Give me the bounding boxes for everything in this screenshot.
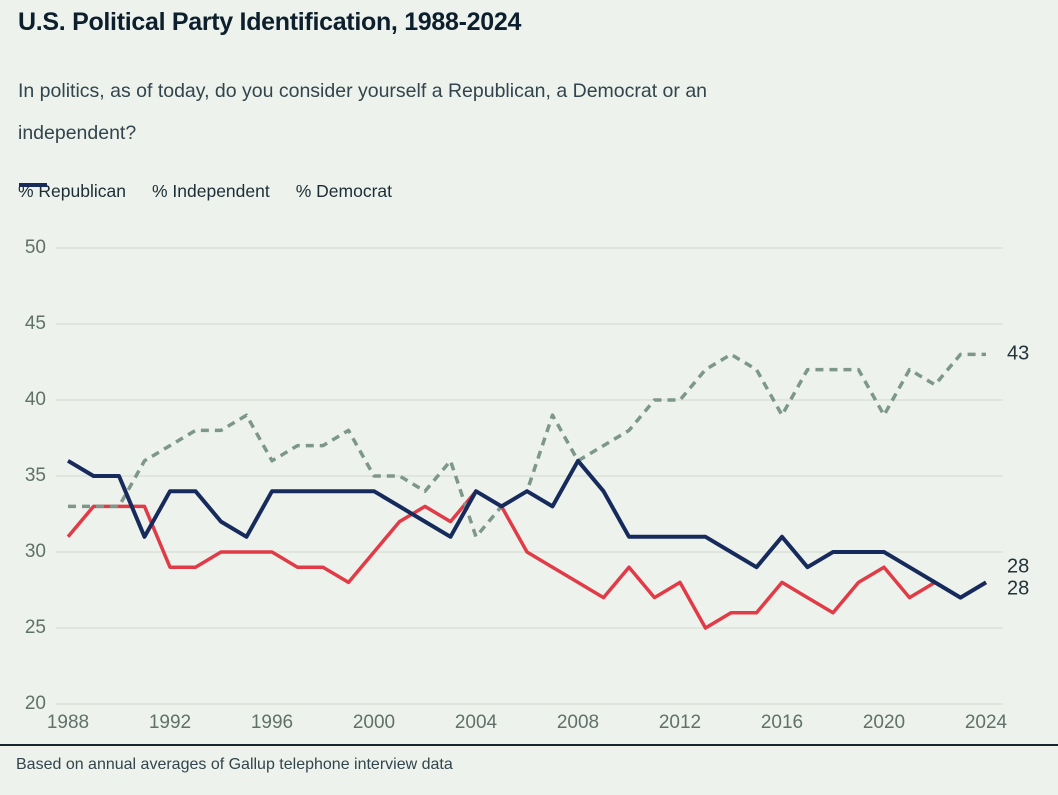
subtitle-line-2: independent? xyxy=(18,122,137,144)
democrat-line-swatch-icon xyxy=(19,183,47,187)
y-axis-tick-40: 40 xyxy=(24,389,46,410)
y-axis-tick-35: 35 xyxy=(24,465,46,486)
y-axis-tick-25: 25 xyxy=(24,617,46,638)
legend: % Republican % Independent % Democrat xyxy=(18,181,392,202)
x-axis-tick-1996: 1996 xyxy=(250,712,294,733)
independent-end-value-label: 43 xyxy=(1007,342,1030,365)
x-axis-tick-2024: 2024 xyxy=(964,712,1008,733)
x-axis-tick-2008: 2008 xyxy=(556,712,600,733)
independent-line xyxy=(68,352,986,539)
x-axis-tick-2020: 2020 xyxy=(862,712,906,733)
republican-line xyxy=(66,489,987,630)
x-axis-tick-1988: 1988 xyxy=(46,712,90,733)
democrat-line xyxy=(66,458,988,600)
y-axis-tick-20: 20 xyxy=(24,693,46,714)
legend-item-democrat: % Democrat xyxy=(19,181,393,202)
footer-divider xyxy=(0,744,1058,746)
survey-question-text: In politics, as of today, do you conside… xyxy=(18,70,948,154)
subtitle-line-1: In politics, as of today, do you conside… xyxy=(18,80,708,102)
x-axis-tick-2000: 2000 xyxy=(352,712,396,733)
legend-label-independent: % Independent xyxy=(151,181,270,201)
x-axis-tick-1992: 1992 xyxy=(148,712,192,733)
y-axis-tick-50: 50 xyxy=(24,237,46,258)
republican-end-value-label: 28 xyxy=(1007,555,1030,578)
democrat-end-value-label: 28 xyxy=(1007,577,1030,600)
x-axis-tick-2016: 2016 xyxy=(760,712,804,733)
x-axis-tick-2004: 2004 xyxy=(454,712,498,733)
y-axis-tick-30: 30 xyxy=(24,541,46,562)
legend-label-democrat: % Democrat xyxy=(295,181,393,201)
source-note: Based on annual averages of Gallup telep… xyxy=(16,756,453,773)
y-axis-tick-45: 45 xyxy=(24,313,46,334)
page-title: U.S. Political Party Identification, 198… xyxy=(18,8,522,36)
x-axis-tick-2012: 2012 xyxy=(658,712,702,733)
